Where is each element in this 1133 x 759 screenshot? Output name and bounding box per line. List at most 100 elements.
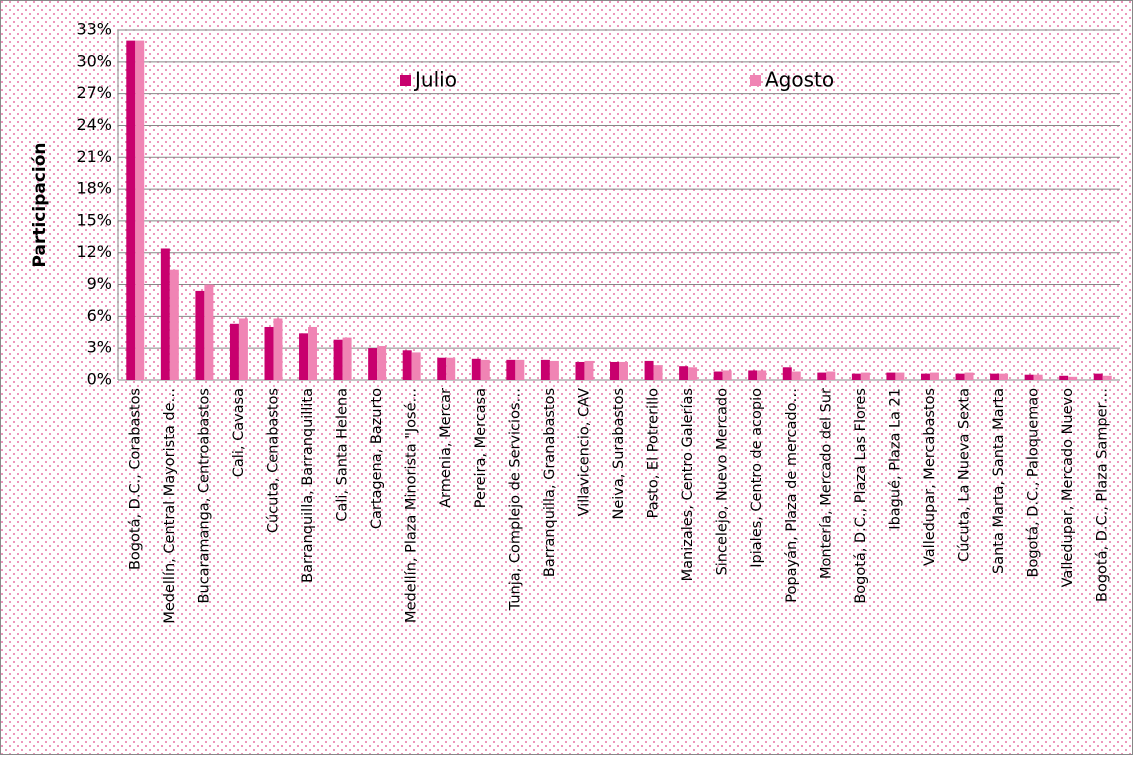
x-tick-label: Cali, Cavasa bbox=[231, 388, 247, 477]
x-tick-label: Medellín, Central Mayorista de… bbox=[162, 388, 178, 624]
x-tick-label: Cali, Santa Helena bbox=[335, 388, 351, 522]
bar bbox=[782, 367, 792, 380]
bar bbox=[471, 358, 481, 380]
y-tick-label: 24% bbox=[76, 115, 112, 134]
x-tick-label: Montería, Mercado del Sur bbox=[818, 388, 834, 579]
bar bbox=[402, 350, 412, 380]
x-tick-label: Armenia, Mercar bbox=[438, 388, 454, 508]
bar bbox=[135, 40, 145, 381]
x-tick-label: Valledupar, Mercado Nuevo bbox=[1060, 388, 1076, 587]
x-tick-label: Valledupar, Mercabastos bbox=[922, 388, 938, 566]
bar bbox=[920, 373, 930, 380]
x-tick-label: Pasto, El Potrerillo bbox=[646, 388, 662, 519]
bar bbox=[851, 373, 861, 380]
y-tick-label: 33% bbox=[76, 20, 112, 39]
x-tick-label: Cartagena, Bazurto bbox=[369, 388, 385, 529]
bar bbox=[748, 370, 758, 380]
x-tick-label: Manizales, Centro Galerías bbox=[680, 388, 696, 581]
bar bbox=[549, 360, 559, 380]
y-tick-label: 12% bbox=[76, 242, 112, 261]
bar bbox=[1059, 375, 1069, 380]
x-tick-label: Ibagué, Plaza La 21 bbox=[887, 388, 903, 530]
bar bbox=[886, 372, 896, 380]
bar bbox=[1024, 374, 1034, 380]
bar bbox=[964, 372, 974, 380]
y-tick-label: 9% bbox=[87, 274, 112, 293]
x-tick-label: Neiva, Surabastos bbox=[611, 388, 627, 519]
x-tick-label: Sincelejo, Nuevo Mercado bbox=[715, 388, 731, 576]
bar bbox=[826, 371, 836, 380]
legend-label: Agosto bbox=[765, 68, 834, 92]
y-tick-label: 6% bbox=[87, 306, 112, 325]
x-tick-label: Bogotá, D.C., Corabastos bbox=[127, 388, 143, 570]
x-tick-label: Bucaramanga, Centroabastos bbox=[196, 388, 212, 603]
y-axis-label: Participación bbox=[30, 142, 50, 267]
bar bbox=[368, 348, 378, 380]
x-tick-label: Cúcuta, Cenabastos bbox=[265, 388, 281, 533]
y-tick-label: 18% bbox=[76, 179, 112, 198]
bar bbox=[1068, 376, 1078, 380]
bar bbox=[506, 359, 516, 380]
bar bbox=[688, 367, 698, 380]
bar bbox=[299, 333, 309, 380]
x-tick-label: Barranquilla, Barranquillita bbox=[300, 388, 316, 583]
bar bbox=[929, 372, 939, 380]
x-tick-label: Medellín, Plaza Minorista "José… bbox=[404, 388, 420, 623]
y-tick-label: 30% bbox=[76, 51, 112, 70]
bar bbox=[679, 366, 689, 380]
legend-swatch bbox=[750, 75, 761, 86]
x-tick-label: Bogotá, D.C., Plaza Samper… bbox=[1095, 388, 1111, 602]
bar bbox=[1033, 374, 1043, 380]
bar bbox=[160, 248, 170, 380]
x-tick-label: Pereira, Mercasa bbox=[473, 388, 489, 508]
bar bbox=[308, 326, 318, 380]
bar bbox=[999, 373, 1009, 380]
bar bbox=[610, 361, 619, 380]
y-tick-label: 21% bbox=[76, 147, 112, 166]
bar bbox=[860, 372, 870, 380]
bar bbox=[446, 357, 456, 380]
bar bbox=[342, 337, 352, 380]
bar bbox=[195, 290, 205, 380]
x-tick-label: Barranquilla, Granabastos bbox=[542, 388, 558, 577]
bar bbox=[817, 372, 827, 380]
bar bbox=[990, 373, 1000, 380]
bar bbox=[480, 359, 490, 380]
bar bbox=[238, 318, 248, 380]
legend-swatch bbox=[400, 75, 411, 86]
x-tick-label: Ipiales, Centro de acopio bbox=[749, 388, 765, 568]
bar bbox=[264, 326, 274, 380]
bar bbox=[644, 360, 654, 380]
legend-label: Julio bbox=[413, 68, 457, 92]
bar bbox=[1102, 375, 1112, 380]
y-tick-label: 15% bbox=[76, 210, 112, 229]
bar bbox=[540, 359, 550, 380]
bar bbox=[377, 346, 387, 380]
y-tick-label: 3% bbox=[87, 338, 112, 357]
bar bbox=[895, 372, 905, 380]
x-tick-label: Santa Marta, Santa Marta bbox=[991, 388, 1007, 574]
bar bbox=[713, 371, 723, 380]
bar bbox=[955, 373, 965, 380]
bar bbox=[515, 359, 525, 380]
bar bbox=[757, 370, 767, 380]
bar bbox=[126, 40, 136, 381]
x-tick-label: Cúcuta, La Nueva Sexta bbox=[957, 388, 973, 562]
bar bbox=[653, 365, 663, 380]
bar bbox=[1093, 373, 1103, 380]
x-tick-label: Bogotá, D.C., Plaza Las Flores bbox=[853, 388, 869, 604]
bar bbox=[273, 318, 283, 380]
bar bbox=[333, 339, 343, 380]
bar bbox=[722, 370, 732, 380]
bar bbox=[411, 352, 421, 380]
y-tick-label: 27% bbox=[76, 83, 112, 102]
bar bbox=[619, 361, 628, 380]
bar bbox=[437, 357, 447, 380]
x-tick-label: Popayán, Plaza de mercado… bbox=[784, 388, 800, 603]
x-tick-label: Villavicencio, CAV bbox=[576, 388, 592, 516]
y-tick-label: 0% bbox=[87, 370, 112, 389]
bar bbox=[575, 361, 585, 380]
x-tick-label: Tunja, Complejo de Servicios… bbox=[507, 388, 523, 611]
bar bbox=[584, 360, 594, 380]
